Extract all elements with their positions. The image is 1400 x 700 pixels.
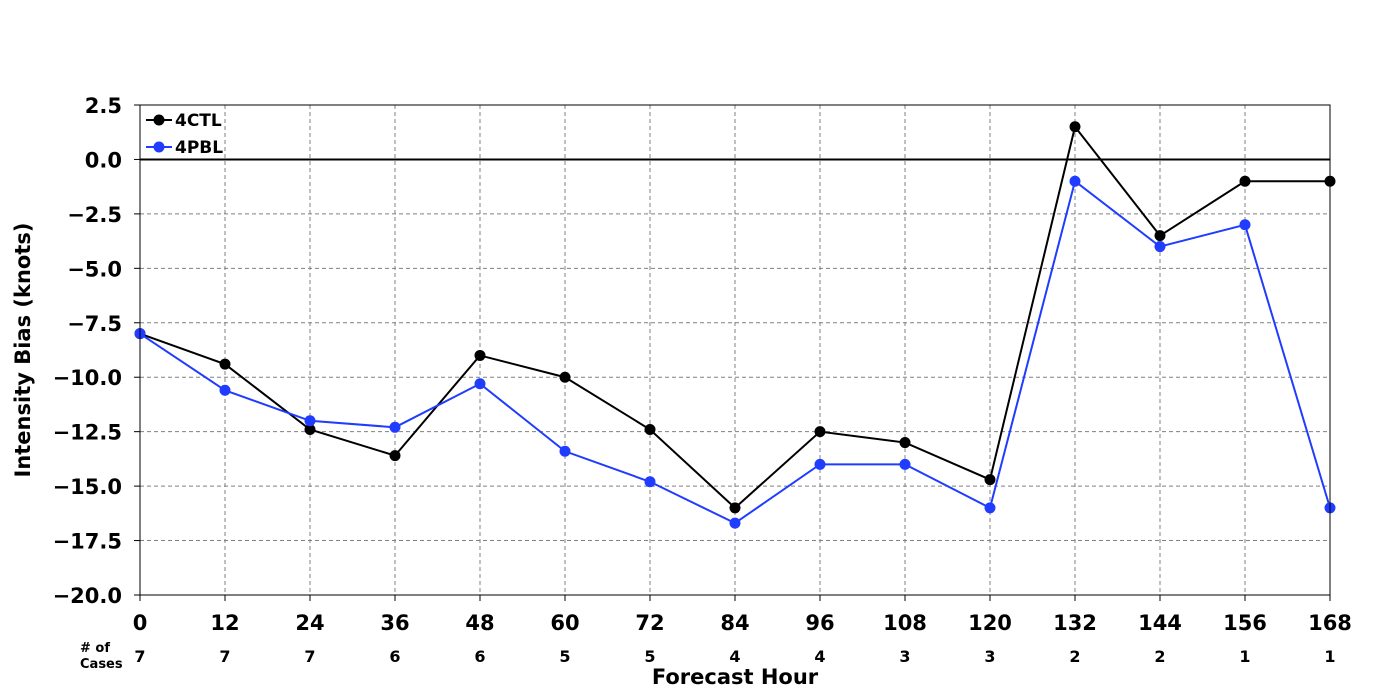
data-point-4pbl [1069,175,1081,187]
data-point-4ctl [729,502,741,514]
x-tick-label: 108 [883,611,927,635]
y-tick-label: −15.0 [53,475,122,499]
x-tick-label: 120 [968,611,1012,635]
case-count: 5 [644,647,655,666]
case-count: 3 [984,647,995,666]
case-count: 5 [559,647,570,666]
data-point-4pbl [474,378,486,390]
data-point-4pbl [899,458,911,470]
x-axis-title: Forecast Hour [652,665,819,689]
data-point-4pbl [644,476,656,488]
data-point-4ctl [304,423,316,435]
y-tick-label: −17.5 [53,530,122,554]
y-tick-label: −20.0 [53,584,122,608]
data-point-4pbl [304,415,316,427]
data-point-4ctl [389,450,401,462]
data-point-4pbl [1154,241,1166,253]
y-tick-label: −10.0 [53,366,122,390]
y-axis-title: Intensity Bias (knots) [11,223,35,478]
data-point-4pbl [729,517,741,529]
legend-label-4ctl: 4CTL [175,111,222,131]
y-tick-label: 2.5 [85,94,122,118]
x-tick-label: 12 [210,611,239,635]
x-tick-label: 0 [133,611,148,635]
cases-title-line2: Cases [80,657,123,672]
y-tick-label: 0.0 [85,148,122,172]
x-tick-label: 84 [720,611,749,635]
case-count: 7 [219,647,230,666]
x-tick-label: 72 [635,611,664,635]
x-tick-label: 36 [380,611,409,635]
case-count: 3 [899,647,910,666]
data-point-4pbl [814,458,826,470]
data-point-4ctl [1069,121,1081,133]
case-count: 7 [134,647,145,666]
legend: 4CTL 4PBL [146,111,223,158]
case-count: 1 [1239,647,1250,666]
y-tick-label: −5.0 [67,257,122,281]
y-tick-label: −2.5 [67,203,122,227]
case-count: 6 [389,647,400,666]
data-point-4ctl [474,349,486,361]
case-count: 4 [814,647,825,666]
grid-layer [140,105,1330,595]
axis-layer: 0712724736648660572584496410831203132214… [53,94,1352,666]
x-tick-label: 24 [295,611,324,635]
data-point-4ctl [1154,230,1166,242]
legend-marker-4ctl [153,114,165,126]
data-point-4pbl [559,445,571,457]
x-tick-label: 60 [550,611,579,635]
data-point-4ctl [984,474,996,486]
y-tick-label: −7.5 [67,312,122,336]
x-tick-label: 144 [1138,611,1182,635]
cases-title-line1: # of [80,641,110,656]
case-count: 6 [474,647,485,666]
case-count: 7 [304,647,315,666]
data-point-4ctl [1239,175,1251,187]
legend-marker-4pbl [153,141,165,153]
y-tick-label: −12.5 [53,421,122,445]
data-point-4ctl [814,426,826,438]
data-point-4ctl [899,437,911,449]
case-count: 1 [1324,647,1335,666]
data-point-4pbl [984,502,996,514]
x-tick-label: 132 [1053,611,1097,635]
case-count: 4 [729,647,740,666]
x-tick-label: 96 [805,611,834,635]
data-point-4pbl [389,421,401,433]
x-tick-label: 168 [1308,611,1352,635]
data-point-4pbl [219,384,231,396]
case-count: 2 [1154,647,1165,666]
data-point-4pbl [1239,219,1251,231]
case-count: 2 [1069,647,1080,666]
x-tick-label: 48 [465,611,494,635]
data-point-4ctl [219,358,231,370]
data-point-4ctl [559,371,571,383]
data-point-4ctl [644,423,656,435]
legend-label-4pbl: 4PBL [175,138,223,158]
x-tick-label: 156 [1223,611,1267,635]
